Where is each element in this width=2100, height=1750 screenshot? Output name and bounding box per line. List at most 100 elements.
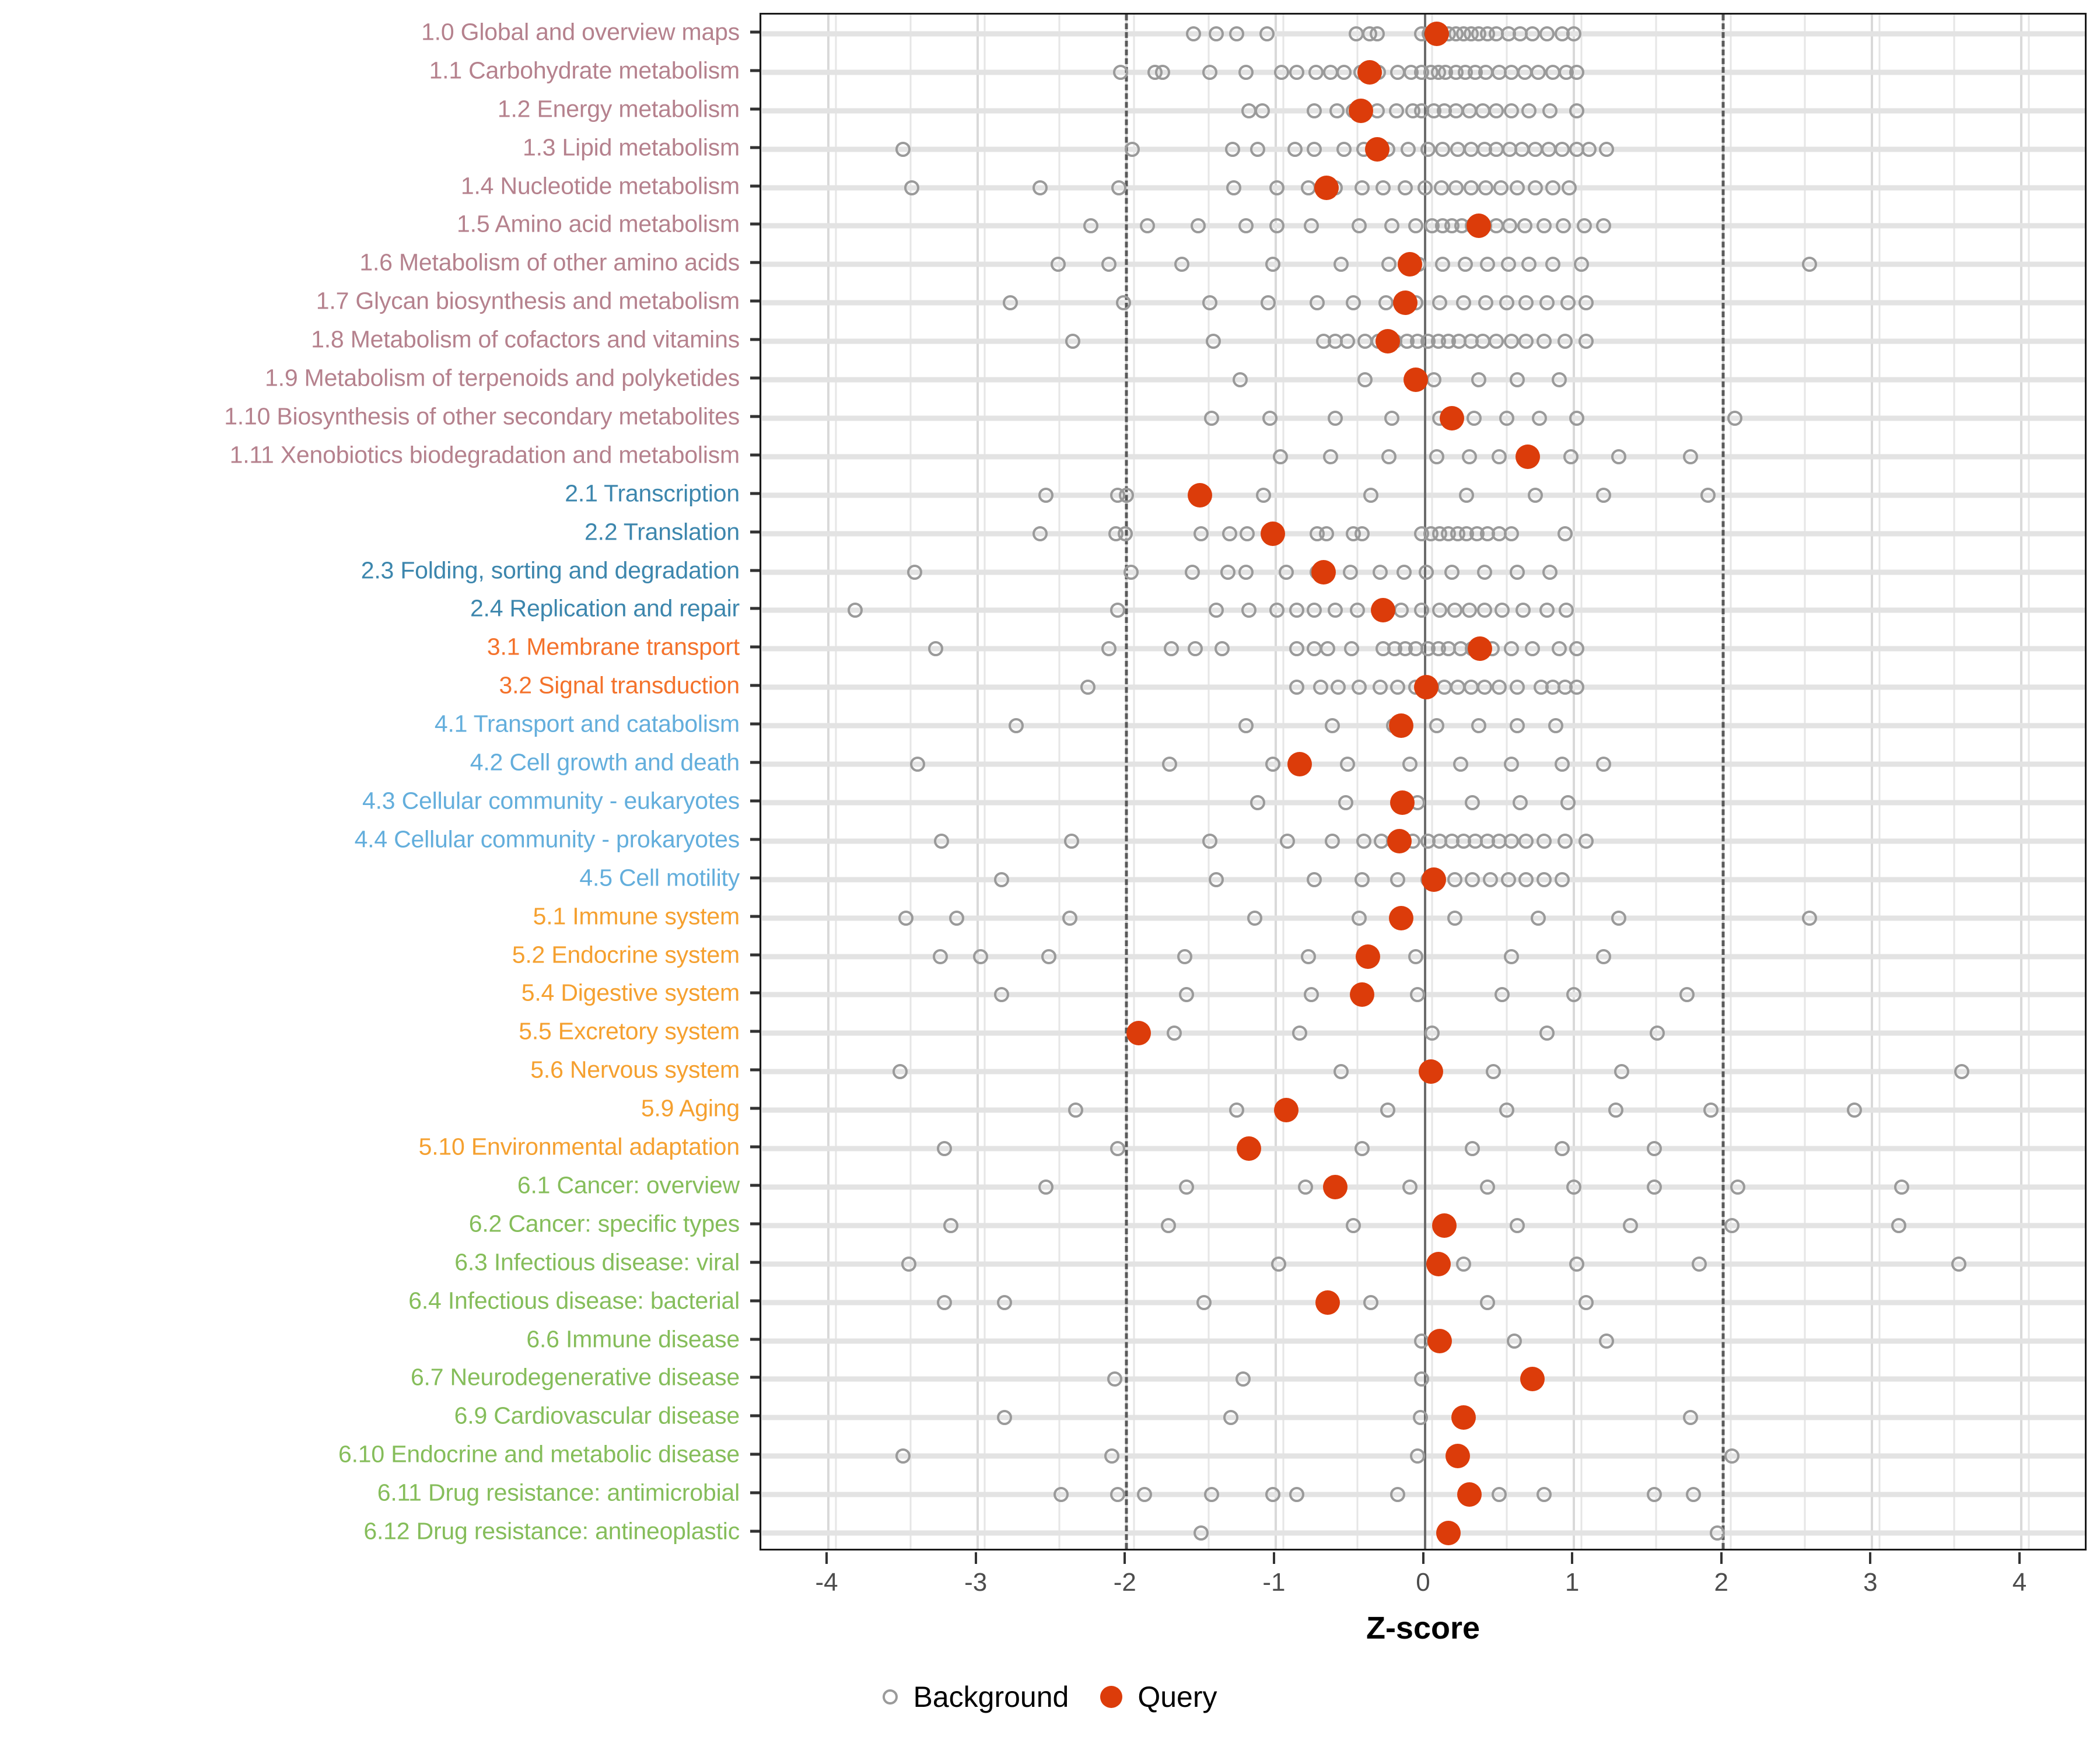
x-axis-tick-mark xyxy=(1422,1552,1424,1564)
background-point xyxy=(1393,603,1409,618)
background-point xyxy=(1599,1333,1615,1349)
background-point xyxy=(1435,257,1451,272)
query-point xyxy=(1445,1444,1470,1469)
y-axis-tick-label: 6.6 Immune disease xyxy=(526,1325,740,1353)
x-axis-tick-label: 0 xyxy=(1416,1568,1430,1597)
background-point xyxy=(1289,1487,1304,1503)
background-point xyxy=(1262,410,1278,426)
background-point xyxy=(1328,410,1343,426)
vertical-gridline-minor xyxy=(1208,15,1210,1549)
vertical-gridline-minor xyxy=(1878,15,1881,1549)
background-point xyxy=(1429,718,1444,734)
background-point xyxy=(1401,141,1416,157)
background-point xyxy=(1466,410,1482,426)
background-point xyxy=(1390,680,1406,695)
query-point xyxy=(1311,559,1336,584)
background-point xyxy=(1194,1525,1209,1541)
vertical-gridline xyxy=(1871,15,1874,1549)
background-point xyxy=(1530,910,1546,926)
background-point xyxy=(1101,641,1116,657)
background-point xyxy=(937,1141,953,1157)
background-point xyxy=(1557,334,1573,349)
vertical-gridline-minor xyxy=(1356,15,1359,1549)
row-gridline xyxy=(761,1030,2085,1036)
background-point xyxy=(1116,295,1132,311)
y-axis-tick-label: 1.9 Metabolism of terpenoids and polyket… xyxy=(265,364,740,391)
background-point xyxy=(1509,680,1525,695)
vertical-gridline-minor xyxy=(1804,15,1806,1549)
background-point xyxy=(1287,141,1303,157)
y-axis-tick-mark xyxy=(750,1452,760,1456)
background-point xyxy=(1342,564,1358,580)
background-point xyxy=(1356,833,1371,849)
background-point xyxy=(949,910,964,926)
vertical-gridline-minor xyxy=(1282,15,1284,1549)
background-point xyxy=(1551,641,1567,657)
y-axis-tick-mark xyxy=(750,146,760,149)
background-point xyxy=(1503,526,1519,541)
background-point xyxy=(1301,949,1317,964)
background-point xyxy=(1569,641,1585,657)
background-point xyxy=(1517,218,1532,234)
background-point xyxy=(1518,334,1534,349)
y-axis-tick-label: 1.6 Metabolism of other amino acids xyxy=(359,249,740,276)
background-point xyxy=(1500,872,1516,887)
y-axis-tick-mark xyxy=(750,876,760,880)
background-point xyxy=(1545,180,1561,195)
y-axis-tick-mark xyxy=(750,222,760,226)
vertical-gridline-minor xyxy=(909,15,912,1549)
background-point xyxy=(1167,1026,1182,1041)
background-point xyxy=(1002,295,1018,311)
y-axis-tick-mark xyxy=(750,184,760,188)
vertical-gridline-minor xyxy=(1431,15,1433,1549)
background-point xyxy=(1452,757,1468,772)
background-point xyxy=(1479,1294,1495,1310)
background-point xyxy=(1304,218,1320,234)
background-point xyxy=(1160,1217,1176,1233)
y-axis-tick-label: 2.1 Transcription xyxy=(565,480,740,507)
x-axis-tick-label: -4 xyxy=(815,1568,838,1597)
background-point xyxy=(1350,603,1366,618)
background-point xyxy=(1503,103,1519,118)
background-point xyxy=(1554,872,1570,887)
background-point xyxy=(1375,180,1391,195)
y-axis-tick-label: 3.1 Membrane transport xyxy=(487,633,740,660)
background-point xyxy=(1269,218,1285,234)
vertical-gridline-minor xyxy=(1730,15,1732,1549)
y-axis-tick-mark xyxy=(750,1184,760,1187)
background-point xyxy=(1560,295,1576,311)
background-point xyxy=(1369,26,1385,41)
background-point xyxy=(1650,1026,1665,1041)
vertical-gridline xyxy=(1573,15,1576,1549)
x-axis-title: Z-score xyxy=(1366,1611,1480,1646)
background-point xyxy=(1500,257,1516,272)
background-point xyxy=(1471,718,1486,734)
background-point xyxy=(1307,103,1322,118)
x-axis-tick-label: 2 xyxy=(1714,1568,1728,1597)
background-point xyxy=(1444,564,1460,580)
background-point xyxy=(1492,449,1507,464)
y-axis-tick-mark xyxy=(750,492,760,495)
background-point xyxy=(1238,718,1254,734)
background-point xyxy=(1250,794,1266,810)
background-point xyxy=(1479,257,1495,272)
background-point xyxy=(1424,1026,1440,1041)
query-point xyxy=(1375,329,1400,354)
background-point xyxy=(1270,1256,1286,1272)
background-point xyxy=(1414,603,1430,618)
background-point xyxy=(1325,833,1340,849)
background-point xyxy=(1447,872,1462,887)
query-point xyxy=(1348,98,1373,123)
y-axis-tick-label: 6.4 Infectious disease: bacterial xyxy=(408,1287,740,1314)
background-point xyxy=(1724,1448,1740,1464)
x-axis-tick-label: 1 xyxy=(1564,1568,1580,1597)
background-point xyxy=(996,1410,1012,1426)
background-point xyxy=(1050,257,1066,272)
query-point xyxy=(1390,790,1415,815)
legend-item-query: Query xyxy=(1100,1680,1217,1714)
vertical-gridline-minor xyxy=(984,15,986,1549)
y-axis-tick-label: 5.10 Environmental adaptation xyxy=(418,1133,740,1160)
background-point xyxy=(1205,334,1221,349)
background-point xyxy=(848,603,863,618)
background-point xyxy=(1339,757,1355,772)
